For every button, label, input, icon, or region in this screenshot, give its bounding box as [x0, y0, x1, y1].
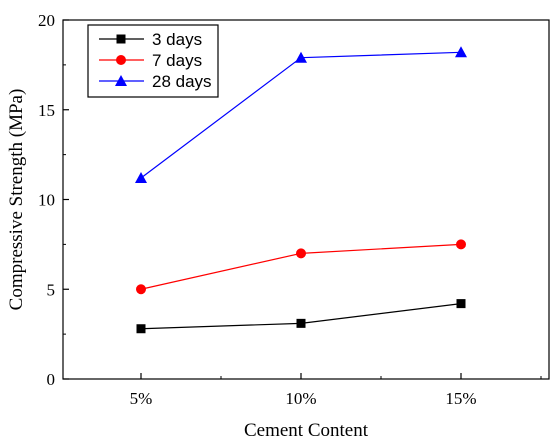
legend: 3 days 7 days 28 days [87, 24, 219, 98]
data-point [455, 46, 467, 58]
y-tick-label: 20 [38, 11, 55, 30]
data-point [296, 318, 306, 328]
legend-box [87, 24, 219, 98]
legend-marker [116, 34, 126, 44]
legend-label: 28 days [152, 72, 212, 91]
x-tick-label: 5% [130, 389, 153, 408]
data-point [456, 239, 466, 250]
x-tick-label: 15% [445, 389, 476, 408]
legend-label: 7 days [152, 51, 202, 70]
data-point [136, 284, 146, 295]
data-point [456, 299, 466, 309]
series-layer [135, 46, 467, 334]
data-point [296, 248, 306, 259]
y-tick-label: 0 [47, 370, 56, 389]
legend-marker [116, 55, 126, 65]
x-tick-label: 10% [285, 389, 316, 408]
legend-label: 3 days [152, 30, 202, 49]
y-tick-label: 15 [38, 101, 55, 120]
axes: 0 5 10 15 20 5% 10% 15% [38, 11, 550, 408]
y-axis-title: Compressive Strength (MPa) [6, 89, 27, 311]
data-point [136, 324, 146, 334]
legend-marker [115, 75, 127, 86]
y-tick-label: 5 [47, 280, 56, 299]
data-point [135, 171, 147, 183]
data-point [295, 51, 307, 63]
x-axis-title: Cement Content [244, 420, 369, 441]
y-tick-label: 10 [38, 191, 55, 210]
